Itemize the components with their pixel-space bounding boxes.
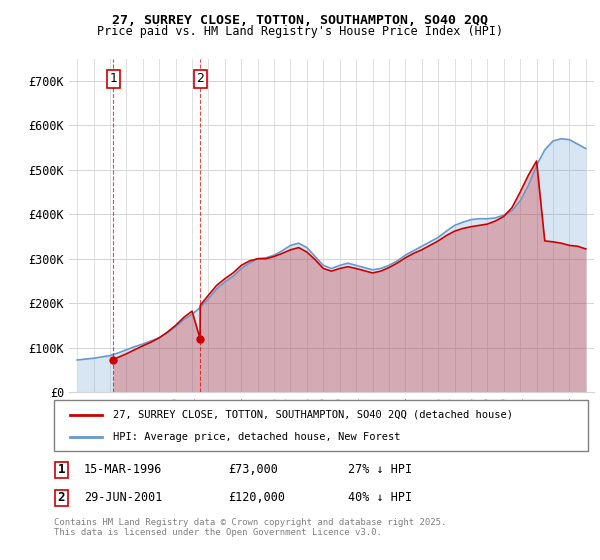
Text: £73,000: £73,000 — [228, 463, 278, 477]
Text: 27, SURREY CLOSE, TOTTON, SOUTHAMPTON, SO40 2QQ: 27, SURREY CLOSE, TOTTON, SOUTHAMPTON, S… — [112, 14, 488, 27]
Text: £120,000: £120,000 — [228, 491, 285, 505]
Text: HPI: Average price, detached house, New Forest: HPI: Average price, detached house, New … — [113, 432, 400, 442]
FancyBboxPatch shape — [55, 462, 68, 478]
Text: 27, SURREY CLOSE, TOTTON, SOUTHAMPTON, SO40 2QQ (detached house): 27, SURREY CLOSE, TOTTON, SOUTHAMPTON, S… — [113, 409, 513, 419]
Text: 2: 2 — [196, 72, 204, 85]
Text: 2: 2 — [58, 491, 65, 505]
Text: Price paid vs. HM Land Registry's House Price Index (HPI): Price paid vs. HM Land Registry's House … — [97, 25, 503, 38]
Text: Contains HM Land Registry data © Crown copyright and database right 2025.
This d: Contains HM Land Registry data © Crown c… — [54, 518, 446, 538]
Text: 40% ↓ HPI: 40% ↓ HPI — [348, 491, 412, 505]
FancyBboxPatch shape — [55, 490, 68, 506]
Text: 27% ↓ HPI: 27% ↓ HPI — [348, 463, 412, 477]
FancyBboxPatch shape — [54, 400, 588, 451]
Text: 1: 1 — [110, 72, 118, 85]
Text: 29-JUN-2001: 29-JUN-2001 — [84, 491, 163, 505]
Text: 1: 1 — [58, 463, 65, 477]
Text: 15-MAR-1996: 15-MAR-1996 — [84, 463, 163, 477]
